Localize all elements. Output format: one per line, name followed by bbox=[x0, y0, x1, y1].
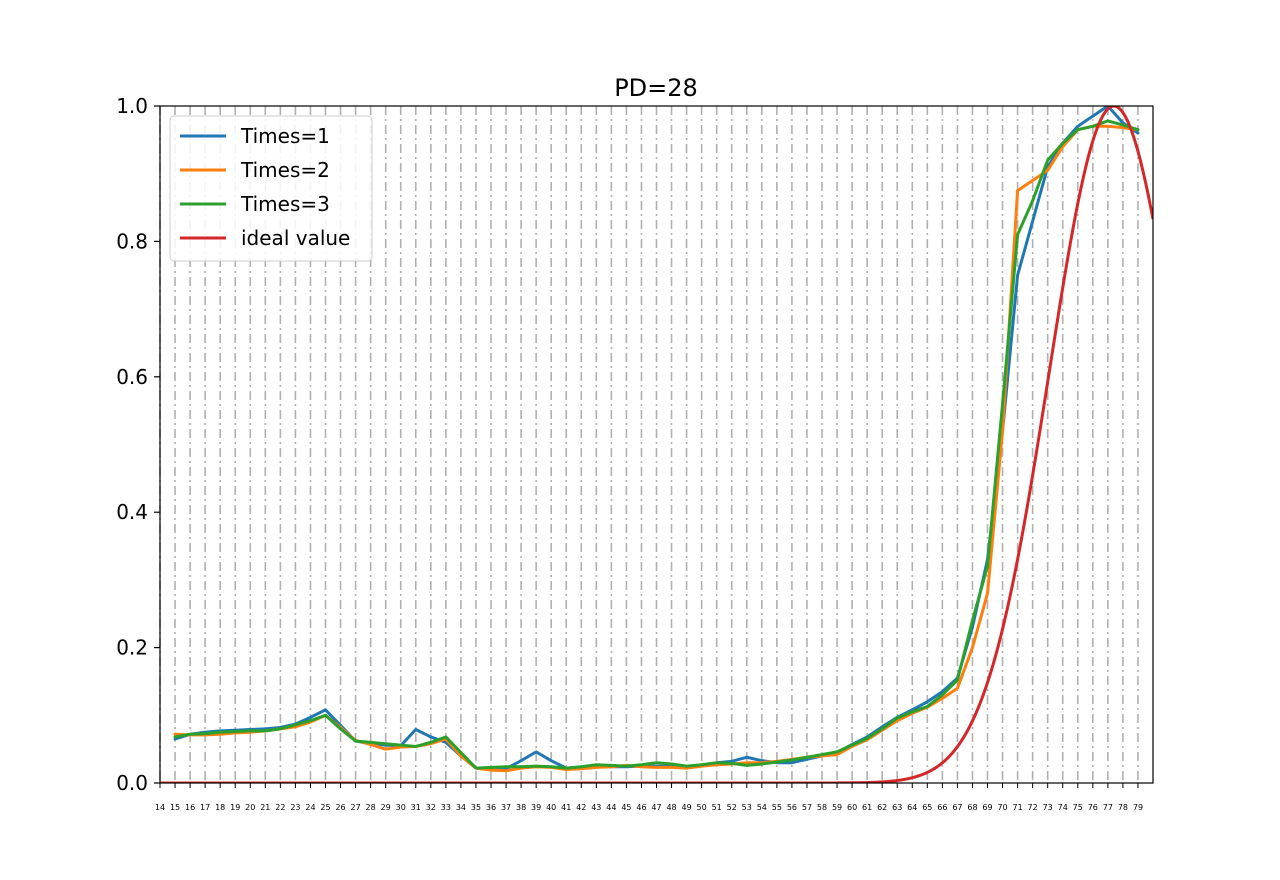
x-tick-label-14: 14 bbox=[155, 803, 165, 812]
x-tick-label-75: 75 bbox=[1073, 803, 1083, 812]
x-tick-label-23: 23 bbox=[290, 803, 300, 812]
legend-label-times-3: Times=3 bbox=[240, 192, 330, 216]
x-tick-label-16: 16 bbox=[185, 803, 195, 812]
x-tick-label-25: 25 bbox=[320, 803, 330, 812]
legend-label-times-2: Times=2 bbox=[240, 158, 330, 182]
x-tick-label-20: 20 bbox=[245, 803, 255, 812]
x-tick-label-32: 32 bbox=[426, 803, 436, 812]
x-tick-label-69: 69 bbox=[982, 803, 992, 812]
x-tick-label-79: 79 bbox=[1133, 803, 1143, 812]
x-tick-label-73: 73 bbox=[1043, 803, 1053, 812]
x-tick-label-34: 34 bbox=[456, 803, 466, 812]
y-tick-label-2: 0.4 bbox=[116, 500, 148, 524]
x-tick-label-19: 19 bbox=[230, 803, 240, 812]
y-tick-label-5: 1.0 bbox=[116, 94, 148, 118]
x-tick-label-72: 72 bbox=[1028, 803, 1038, 812]
x-tick-label-17: 17 bbox=[200, 803, 210, 812]
x-tick-label-43: 43 bbox=[591, 803, 601, 812]
x-tick-label-24: 24 bbox=[305, 803, 315, 812]
series-line-times-3 bbox=[173, 119, 1140, 770]
x-tick-label-27: 27 bbox=[350, 803, 360, 812]
legend-label-ideal-value: ideal value bbox=[241, 226, 350, 250]
x-tick-label-52: 52 bbox=[727, 803, 737, 812]
x-tick-label-76: 76 bbox=[1088, 803, 1098, 812]
legend-entry-times-3: Times=3 bbox=[180, 192, 330, 216]
x-tick-label-31: 31 bbox=[411, 803, 421, 812]
x-tick-label-46: 46 bbox=[636, 803, 646, 812]
legend-box bbox=[169, 115, 373, 262]
x-tick-label-48: 48 bbox=[666, 803, 676, 812]
x-tick-label-55: 55 bbox=[772, 803, 782, 812]
legend-entry-times-1: Times=1 bbox=[180, 124, 330, 148]
x-tick-label-29: 29 bbox=[381, 803, 391, 812]
x-tick-label-59: 59 bbox=[832, 803, 842, 812]
x-tick-label-49: 49 bbox=[681, 803, 691, 812]
x-tick-label-67: 67 bbox=[952, 803, 962, 812]
chart-title: PD=28 bbox=[614, 74, 698, 102]
x-tick-label-41: 41 bbox=[561, 803, 571, 812]
x-tick-label-61: 61 bbox=[862, 803, 872, 812]
y-tick-label-0: 0.0 bbox=[116, 771, 148, 795]
x-tick-label-38: 38 bbox=[516, 803, 526, 812]
x-tick-label-47: 47 bbox=[651, 803, 661, 812]
x-tick-label-45: 45 bbox=[621, 803, 631, 812]
x-tick-label-68: 68 bbox=[967, 803, 977, 812]
x-tick-label-39: 39 bbox=[531, 803, 541, 812]
x-tick-label-51: 51 bbox=[712, 803, 722, 812]
x-tick-label-57: 57 bbox=[802, 803, 812, 812]
x-tick-label-33: 33 bbox=[441, 803, 451, 812]
x-tick-label-70: 70 bbox=[997, 803, 1007, 812]
x-tick-label-30: 30 bbox=[396, 803, 406, 812]
series-lines bbox=[160, 106, 1153, 783]
x-tick-label-42: 42 bbox=[576, 803, 586, 812]
y-tick-label-1: 0.2 bbox=[116, 636, 148, 660]
y-tick-label-3: 0.6 bbox=[116, 365, 148, 389]
x-tick-label-26: 26 bbox=[335, 803, 345, 812]
x-tick-label-50: 50 bbox=[697, 803, 707, 812]
x-tick-label-63: 63 bbox=[892, 803, 902, 812]
x-tick-label-15: 15 bbox=[170, 803, 180, 812]
x-tick-label-40: 40 bbox=[546, 803, 556, 812]
x-tick-label-62: 62 bbox=[877, 803, 887, 812]
x-tick-label-53: 53 bbox=[742, 803, 752, 812]
y-tick-label-4: 0.8 bbox=[116, 229, 148, 253]
x-tick-label-64: 64 bbox=[907, 803, 917, 812]
legend-label-times-1: Times=1 bbox=[240, 124, 330, 148]
x-tick-label-56: 56 bbox=[787, 803, 797, 812]
series-line-ideal-value bbox=[160, 106, 1153, 783]
y-axis-ticks: 0.0 0.2 0.4 0.6 0.8 1.0 bbox=[116, 94, 160, 795]
x-tick-label-66: 66 bbox=[937, 803, 947, 812]
x-tick-label-78: 78 bbox=[1118, 803, 1128, 812]
x-tick-label-60: 60 bbox=[847, 803, 857, 812]
x-tick-label-37: 37 bbox=[501, 803, 511, 812]
x-tick-label-21: 21 bbox=[260, 803, 270, 812]
x-tick-label-28: 28 bbox=[366, 803, 376, 812]
x-tick-label-71: 71 bbox=[1012, 803, 1022, 812]
x-tick-label-65: 65 bbox=[922, 803, 932, 812]
x-tick-label-35: 35 bbox=[471, 803, 481, 812]
legend-entry-times-2: Times=2 bbox=[180, 158, 330, 182]
x-tick-label-22: 22 bbox=[275, 803, 285, 812]
legend-entry-ideal-value: ideal value bbox=[180, 226, 350, 250]
x-tick-label-77: 77 bbox=[1103, 803, 1113, 812]
vertical-grid-lines bbox=[159, 106, 1139, 783]
x-tick-label-58: 58 bbox=[817, 803, 827, 812]
x-tick-label-44: 44 bbox=[606, 803, 616, 812]
x-tick-label-18: 18 bbox=[215, 803, 225, 812]
legend: Times=1 Times=2 Times=3 ideal value bbox=[169, 115, 373, 262]
x-tick-label-54: 54 bbox=[757, 803, 767, 812]
x-tick-label-36: 36 bbox=[486, 803, 496, 812]
x-tick-label-74: 74 bbox=[1058, 803, 1068, 812]
x-axis-ticks: 14 15 16 17 18 19 20 21 22 23 24 25 26 27 28 29 30 31 32 33… bbox=[155, 783, 1143, 812]
